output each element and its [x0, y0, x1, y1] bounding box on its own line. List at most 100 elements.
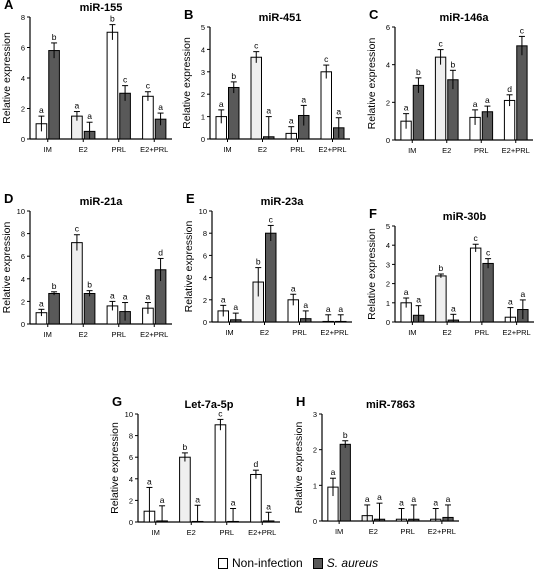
y-tick-label: 0 — [386, 136, 390, 145]
significance-letter: c — [324, 54, 329, 64]
y-tick-label: 2 — [313, 446, 317, 455]
bar — [250, 473, 262, 523]
panel-title: miR-21a — [80, 196, 124, 208]
significance-letter: a — [158, 102, 163, 112]
legend-swatch-non-infection — [218, 557, 228, 569]
y-tick-label: 0 — [201, 135, 205, 144]
bar — [412, 84, 425, 141]
x-tick-label: PRL — [219, 528, 234, 537]
significance-letter: b — [416, 67, 421, 77]
bar — [434, 56, 447, 141]
x-tick-label: PRL — [111, 145, 126, 154]
significance-letter: a — [485, 95, 490, 105]
y-tick-label: 8 — [129, 432, 133, 441]
x-tick-label: PRL — [111, 330, 126, 339]
significance-letter: a — [446, 494, 451, 504]
significance-letter: a — [221, 294, 226, 304]
panel-title: miR-23a — [261, 196, 305, 208]
bar — [83, 292, 96, 325]
significance-letter: a — [404, 103, 409, 113]
y-axis-label: Relative expression — [181, 37, 193, 129]
significance-letter: b — [87, 280, 92, 290]
y-tick-label: 5 — [386, 222, 390, 231]
y-tick-label: 1 — [313, 481, 317, 490]
x-tick-label: PRL — [290, 145, 305, 154]
x-tick-label: E2+PRL — [248, 528, 276, 537]
bar — [435, 275, 447, 323]
y-axis-label: Relative expression — [183, 221, 195, 313]
significance-letter: a — [195, 494, 200, 504]
significance-letter: a — [338, 304, 343, 314]
panel-title: Let-7a-5p — [185, 399, 234, 411]
significance-letter: a — [233, 302, 238, 312]
x-tick-label: IM — [408, 328, 416, 337]
x-tick-label: PRL — [292, 328, 307, 337]
significance-letter: a — [87, 111, 92, 121]
significance-letter: a — [336, 107, 341, 117]
y-tick-label: 2 — [386, 280, 390, 289]
y-tick-label: 0 — [203, 318, 207, 327]
significance-letter: a — [365, 494, 370, 504]
significance-letter: c — [146, 81, 151, 91]
significance-letter: b — [343, 430, 348, 440]
x-tick-label: E2+PRL — [318, 145, 346, 154]
panel-letter: B — [184, 7, 193, 22]
significance-letter: a — [303, 300, 308, 310]
legend-label-non-infection: Non-infection — [232, 556, 303, 570]
x-tick-label: E2 — [79, 330, 88, 339]
significance-letter: a — [160, 495, 165, 505]
x-tick-label: PRL — [400, 527, 415, 536]
legend: Non-infection S. aureus — [218, 554, 378, 572]
panel-title: miR-155 — [80, 2, 123, 14]
x-tick-label: E2 — [79, 145, 88, 154]
bar — [250, 56, 262, 140]
bar — [142, 95, 154, 140]
y-axis-label: Relative expression — [1, 222, 13, 314]
y-tick-label: 6 — [129, 453, 133, 462]
x-tick-label: IM — [223, 145, 231, 154]
y-axis-label: Relative expression — [1, 32, 13, 124]
y-tick-label: 1 — [201, 113, 205, 122]
significance-letter: c — [269, 214, 274, 224]
y-axis-label: Relative expression — [366, 228, 378, 320]
significance-letter: b — [183, 442, 188, 452]
y-tick-label: 10 — [125, 410, 133, 419]
x-tick-label: IM — [335, 527, 343, 536]
y-tick-label: 1 — [386, 299, 390, 308]
y-tick-label: 3 — [201, 68, 205, 77]
x-tick-label: E2+PRL — [428, 527, 456, 536]
legend-label-s-aureus: S. aureus — [326, 556, 379, 570]
significance-letter: a — [301, 94, 306, 104]
significance-letter: a — [416, 295, 421, 305]
significance-letter: c — [438, 39, 443, 49]
x-tick-label: IM — [225, 328, 233, 337]
significance-letter: c — [75, 224, 80, 234]
y-tick-label: 4 — [21, 275, 25, 284]
y-tick-label: 0 — [21, 135, 25, 144]
significance-letter: a — [404, 287, 409, 297]
x-tick-label: E2 — [443, 328, 452, 337]
significance-letter: a — [289, 116, 294, 126]
significance-letter: c — [520, 25, 525, 35]
x-tick-label: E2 — [260, 328, 269, 337]
y-tick-label: 2 — [21, 297, 25, 306]
bar — [214, 424, 227, 523]
significance-letter: a — [433, 498, 438, 508]
x-tick-label: E2+PRL — [502, 146, 530, 155]
bar — [503, 99, 516, 141]
significance-letter: a — [39, 105, 44, 115]
bar — [179, 456, 191, 523]
significance-letter: a — [508, 297, 513, 307]
significance-letter: b — [256, 257, 261, 267]
legend-item-non-infection: Non-infection — [218, 556, 303, 570]
significance-letter: c — [474, 233, 479, 243]
significance-letter: c — [123, 75, 128, 85]
y-tick-label: 5 — [201, 23, 205, 32]
significance-letter: a — [377, 492, 382, 502]
bar — [265, 232, 277, 323]
y-tick-label: 0 — [129, 518, 133, 527]
y-tick-label: 4 — [386, 241, 390, 250]
